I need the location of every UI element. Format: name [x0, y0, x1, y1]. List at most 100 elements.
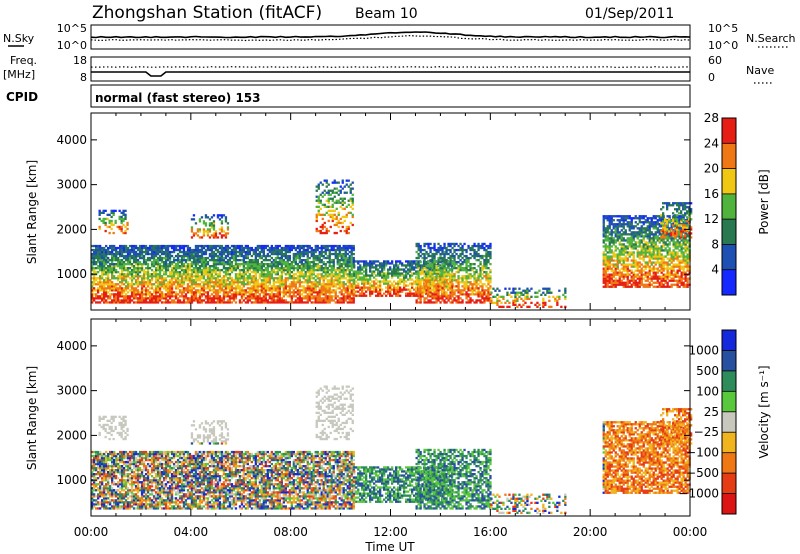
power-cell [98, 213, 101, 216]
power-cell [351, 187, 354, 190]
power-cell [93, 281, 96, 284]
power-cell [445, 259, 448, 262]
power-cell [124, 259, 128, 262]
power-cell [140, 244, 144, 248]
date-label: 01/Sep/2011 [585, 6, 674, 22]
power-cell [429, 267, 432, 270]
power-cell [212, 220, 216, 223]
power-cell [142, 244, 146, 248]
power-cell [126, 275, 130, 278]
power-cell [602, 257, 605, 260]
power-cell [369, 278, 372, 281]
power-cell [306, 250, 309, 254]
power-cell [102, 219, 105, 223]
power-cell [302, 281, 305, 284]
power-cell [232, 287, 236, 290]
power-cell [330, 261, 333, 264]
power-cell [602, 277, 605, 280]
power-cell [330, 252, 333, 256]
power-cell [230, 248, 234, 252]
power-cell [395, 288, 398, 291]
power-cell [256, 254, 259, 258]
power-cell [172, 246, 176, 250]
power-cell [91, 254, 94, 258]
power-cell [117, 246, 120, 250]
power-cell [144, 277, 148, 280]
nsky-tick-bottom: 10^0 [57, 39, 87, 52]
power-cell [214, 267, 218, 270]
power-cell [190, 269, 194, 272]
power-cell [479, 279, 482, 282]
power-cell [606, 259, 609, 262]
power-cell [103, 259, 106, 262]
power-cell [230, 279, 234, 282]
power-cell [144, 299, 148, 302]
power-cell [300, 254, 303, 258]
power-cell [246, 263, 249, 266]
power-cell [485, 299, 488, 302]
power-cell [331, 215, 334, 219]
power-cell [419, 285, 422, 288]
power-cell [260, 265, 263, 268]
power-cell [315, 189, 318, 192]
power-cell [381, 268, 384, 271]
power-cell [606, 245, 609, 248]
power-cell [290, 277, 293, 280]
power-cell [304, 275, 307, 278]
power-cell [608, 247, 611, 250]
power-cell [435, 279, 438, 282]
power-cell [324, 244, 327, 248]
power-cell [308, 275, 311, 278]
power-cell [200, 261, 204, 264]
power-cell [348, 281, 351, 284]
power-cell [467, 281, 470, 284]
power-cell [473, 242, 476, 246]
power-cell [381, 262, 384, 265]
power-cell [166, 246, 170, 250]
power-cell [216, 254, 220, 258]
power-cell [445, 246, 448, 250]
power-cell [110, 219, 113, 223]
power-cell [146, 265, 150, 268]
power-cell [101, 295, 104, 298]
power-cell [238, 263, 242, 266]
power-cell [389, 294, 392, 297]
power-cell [224, 263, 228, 266]
power-cell [469, 293, 472, 296]
power-cell [471, 299, 474, 302]
power-cell [341, 225, 344, 229]
power-cell [342, 273, 345, 276]
power-cell [208, 271, 212, 274]
power-cell [371, 290, 374, 293]
power-cell [459, 281, 462, 284]
power-cell [134, 267, 138, 270]
power-cell [427, 301, 430, 304]
power-cell [196, 267, 200, 270]
power-cell [154, 252, 158, 256]
power-cell [230, 281, 234, 284]
power-cell [312, 301, 315, 304]
power-cell [101, 265, 104, 268]
power-cell [606, 261, 609, 264]
power-cell [314, 279, 317, 282]
power-cell [326, 275, 329, 278]
power-cell [119, 248, 122, 252]
power-cell [228, 250, 232, 254]
power-cell [419, 289, 422, 292]
power-cell [328, 273, 331, 276]
power-cell [103, 246, 106, 250]
power-cell [212, 222, 216, 225]
power-cell [317, 201, 320, 204]
power-cell [154, 269, 158, 272]
power-cell [172, 261, 176, 264]
power-cell [182, 246, 186, 250]
power-cell [103, 289, 106, 292]
power-cell [192, 259, 196, 262]
power-cell [336, 248, 339, 252]
power-cell [333, 179, 336, 182]
power-cell [363, 288, 366, 291]
power-cell [327, 201, 330, 204]
power-cell [353, 280, 356, 283]
power-cell [322, 285, 325, 288]
power-cell [212, 289, 216, 292]
